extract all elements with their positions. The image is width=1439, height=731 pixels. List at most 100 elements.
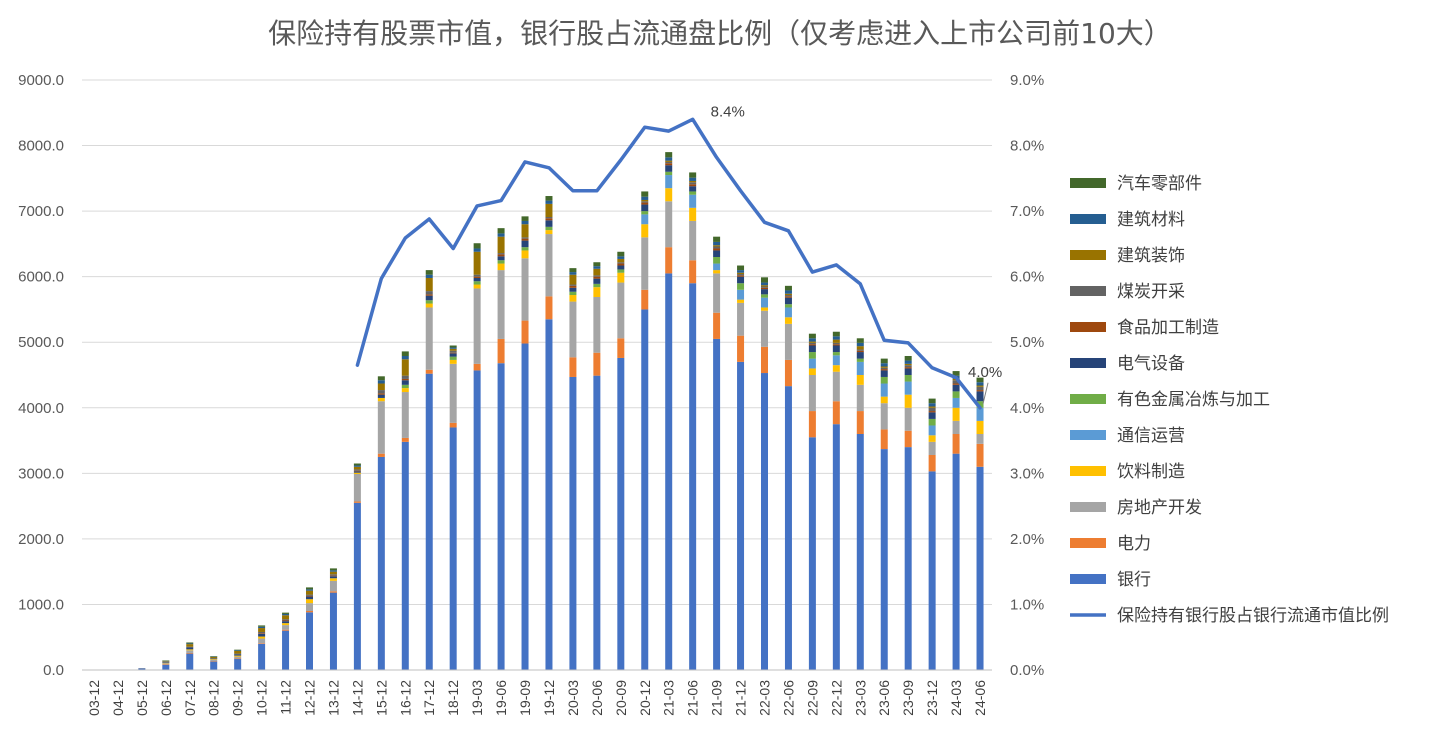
bar-segment [832, 352, 840, 356]
axis-x: 03-12 04-12 05-12 06-12 07-12 08-12 09-12 10-12… [82, 669, 992, 716]
bar-segment [497, 260, 505, 264]
ratio-point [571, 189, 575, 192]
x-tick: 23-03 [852, 680, 868, 716]
x-tick: 10-12 [254, 680, 270, 716]
bar-segment [832, 355, 840, 366]
bar-segment [186, 652, 194, 654]
bar-segment [473, 251, 481, 275]
legend-swatch [1070, 394, 1106, 404]
legend-swatch [1070, 466, 1106, 476]
bar-segment [880, 396, 888, 404]
bar-segment [808, 345, 816, 353]
axis-left: 0.0 1000.0 2000.0 3000.0 4000.0 5000.0 6000.0 7… [18, 72, 64, 679]
legend-label: 电气设备 [1117, 354, 1185, 374]
bar-segment [521, 237, 529, 239]
annotation-last: 4.0% [968, 364, 1002, 381]
bar-segment [545, 196, 553, 201]
bar-segment [713, 236, 721, 242]
bar-segment [353, 471, 361, 473]
bar-segment [353, 473, 361, 502]
bar-segment [497, 338, 505, 364]
bar-segment [808, 341, 816, 343]
ratio-point [811, 270, 814, 274]
x-tick: 12-12 [302, 680, 318, 716]
y-tick-right: 9.0% [1010, 72, 1044, 89]
bar-segment [545, 200, 553, 204]
bar-segment [761, 307, 768, 311]
x-tick: 19-06 [493, 680, 509, 716]
bar-segment [904, 394, 912, 408]
bar-segment [162, 662, 170, 664]
bar-segment [186, 650, 194, 653]
bar-segment [545, 220, 553, 227]
bar-segment [234, 653, 242, 655]
y-tick-right: 3.0% [1010, 465, 1044, 482]
bar-segment [497, 236, 505, 254]
bar-segment [593, 278, 601, 284]
bar-segment [569, 274, 577, 285]
y-tick-right: 7.0% [1010, 203, 1044, 220]
x-tick: 21-12 [733, 680, 749, 716]
bar-segment [377, 397, 385, 402]
bar-segment [401, 375, 409, 379]
bar-segment [665, 161, 673, 164]
bar-segment [545, 226, 553, 231]
bar-segment [186, 643, 194, 645]
bar-segment [449, 422, 457, 428]
bar-segment [593, 287, 601, 297]
ratio-point [691, 118, 694, 121]
bar-segment [545, 234, 553, 297]
bar-segment [473, 248, 481, 252]
bar-segment [713, 273, 721, 313]
legend-label-line: 保险持有银行股占银行流通市值比例 [1117, 606, 1389, 626]
ratio-point [954, 376, 958, 379]
bar-segment [617, 265, 625, 270]
ratio-point [404, 236, 407, 240]
x-tick: 09-12 [230, 680, 246, 716]
bar-segment [593, 296, 601, 353]
bar-segment [401, 392, 409, 438]
bar-segment [737, 302, 745, 336]
bar-segment [641, 224, 649, 238]
bar-segment [545, 218, 553, 221]
bar-segment [880, 369, 888, 371]
bar-segment [162, 660, 170, 662]
bar-segment [306, 612, 313, 670]
ratio-point [859, 282, 862, 286]
bar-segment [737, 283, 745, 290]
x-tick: 19-12 [541, 680, 557, 716]
bar-segment [593, 266, 601, 269]
bar-segment [329, 571, 337, 575]
bar-segment [329, 576, 337, 579]
y-tick-left: 3000.0 [18, 465, 64, 482]
bar-segment [497, 228, 505, 234]
bar-segment [306, 599, 313, 604]
bar-segment [449, 345, 457, 348]
bar-segment [545, 319, 553, 670]
grid-layer [82, 79, 992, 671]
x-tick: 04-12 [110, 680, 126, 716]
bar-segment [162, 662, 170, 663]
bar-segment [904, 375, 912, 382]
bar-segment [377, 453, 385, 457]
bar-segment [593, 352, 601, 376]
bar-segment [761, 310, 768, 347]
bar-segment [737, 274, 745, 276]
bar-segment [880, 370, 888, 377]
axis-right: 0.0% 1.0% 2.0% 3.0% 4.0% 5.0% 6.0% 7.0% 8.0% 9.0% [1010, 72, 1044, 679]
x-tick: 20-03 [565, 680, 581, 716]
bar-segment [928, 471, 936, 670]
bar-segment [425, 274, 433, 278]
bar-segment [976, 401, 984, 408]
bar-segment [162, 663, 170, 665]
x-tick: 24-03 [948, 680, 964, 716]
bar-segment [665, 201, 673, 248]
bar-segment [856, 350, 864, 353]
bar-segment [425, 373, 433, 670]
bar-segment [210, 656, 218, 657]
bar-segment [856, 342, 864, 347]
bar-segment [329, 570, 337, 572]
ratio-point [763, 221, 766, 224]
bar-segment [904, 381, 912, 395]
y-tick-right: 5.0% [1010, 334, 1044, 351]
